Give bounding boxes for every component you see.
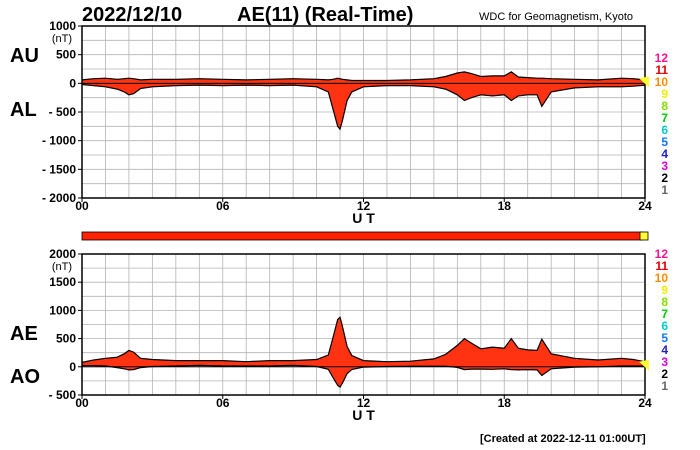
- y-tick-label: 1000: [49, 19, 76, 33]
- status-bar: [81, 231, 643, 241]
- current-marker: [639, 359, 649, 371]
- station-count-label: 2: [661, 171, 668, 185]
- x-tick-label: 18: [498, 199, 512, 213]
- x-axis-label: U T: [352, 407, 375, 423]
- station-count-label: 12: [655, 247, 669, 261]
- x-tick-label: 12: [357, 396, 371, 410]
- side-label-upper: AE: [10, 323, 38, 345]
- x-axis-label: U T: [352, 210, 375, 226]
- y-tick-label: 500: [56, 332, 76, 346]
- index-band-fill: [82, 317, 645, 388]
- station-count-label: 10: [655, 75, 669, 89]
- station-count-label: 3: [661, 159, 668, 173]
- created-timestamp: [Created at 2022-12-11 01:00UT]: [480, 433, 646, 445]
- index-band-fill: [82, 71, 645, 130]
- y-tick-label: - 2000: [42, 191, 76, 205]
- y-unit-label: (nT): [52, 33, 72, 45]
- station-count-label: 6: [661, 319, 668, 333]
- side-label-lower: AL: [10, 99, 37, 121]
- x-tick-label: 06: [216, 199, 230, 213]
- station-count-label: 8: [661, 295, 668, 309]
- station-count-label: 8: [661, 99, 668, 113]
- station-count-label: 3: [661, 355, 668, 369]
- station-count-label: 4: [661, 147, 668, 161]
- y-tick-label: - 500: [49, 105, 77, 119]
- y-tick-label: 1000: [49, 303, 76, 317]
- station-count-label: 5: [661, 331, 668, 345]
- station-count-label: 1: [661, 183, 668, 197]
- data-source: WDC for Geomagnetism, Kyoto: [479, 11, 634, 23]
- series-line-ae: [81, 316, 646, 363]
- series-line-al: [81, 83, 646, 131]
- station-count-label: 7: [661, 111, 668, 125]
- current-marker: [639, 76, 649, 88]
- plot-date: 2022/12/10: [82, 4, 183, 26]
- station-count-label: 4: [661, 343, 668, 357]
- x-tick-label: 24: [638, 396, 652, 410]
- station-count-label: 2: [661, 367, 668, 381]
- y-tick-label: 0: [69, 360, 76, 374]
- station-count-label: 9: [661, 283, 668, 297]
- y-tick-label: 1500: [49, 275, 76, 289]
- x-tick-label: 12: [357, 199, 371, 213]
- y-unit-label: (nT): [52, 261, 72, 273]
- y-tick-label: - 1500: [42, 162, 76, 176]
- station-count-label: 11: [655, 259, 668, 273]
- side-label-upper: AU: [10, 45, 39, 67]
- side-label-lower: AO: [10, 366, 40, 388]
- station-count-label: 1: [661, 379, 668, 393]
- station-count-label: 7: [661, 307, 668, 321]
- station-count-label: 5: [661, 135, 668, 149]
- y-tick-label: 2000: [49, 247, 76, 261]
- x-tick-label: 24: [638, 199, 652, 213]
- status-bar-end: [639, 231, 649, 241]
- x-tick-label: 00: [75, 396, 89, 410]
- station-count-label: 9: [661, 87, 668, 101]
- station-count-label: 10: [655, 271, 669, 285]
- station-count-label: 11: [655, 63, 668, 77]
- plot-title: AE(11) (Real-Time): [237, 4, 414, 26]
- station-count-label: 12: [655, 51, 669, 65]
- y-tick-label: - 1000: [42, 134, 76, 148]
- x-tick-label: 18: [498, 396, 512, 410]
- y-tick-label: - 500: [49, 388, 77, 402]
- y-tick-label: 500: [56, 48, 76, 62]
- x-tick-label: 06: [216, 396, 230, 410]
- series-line-au: [81, 71, 646, 82]
- x-tick-label: 00: [75, 199, 89, 213]
- station-count-label: 6: [661, 123, 668, 137]
- y-tick-label: 0: [69, 76, 76, 90]
